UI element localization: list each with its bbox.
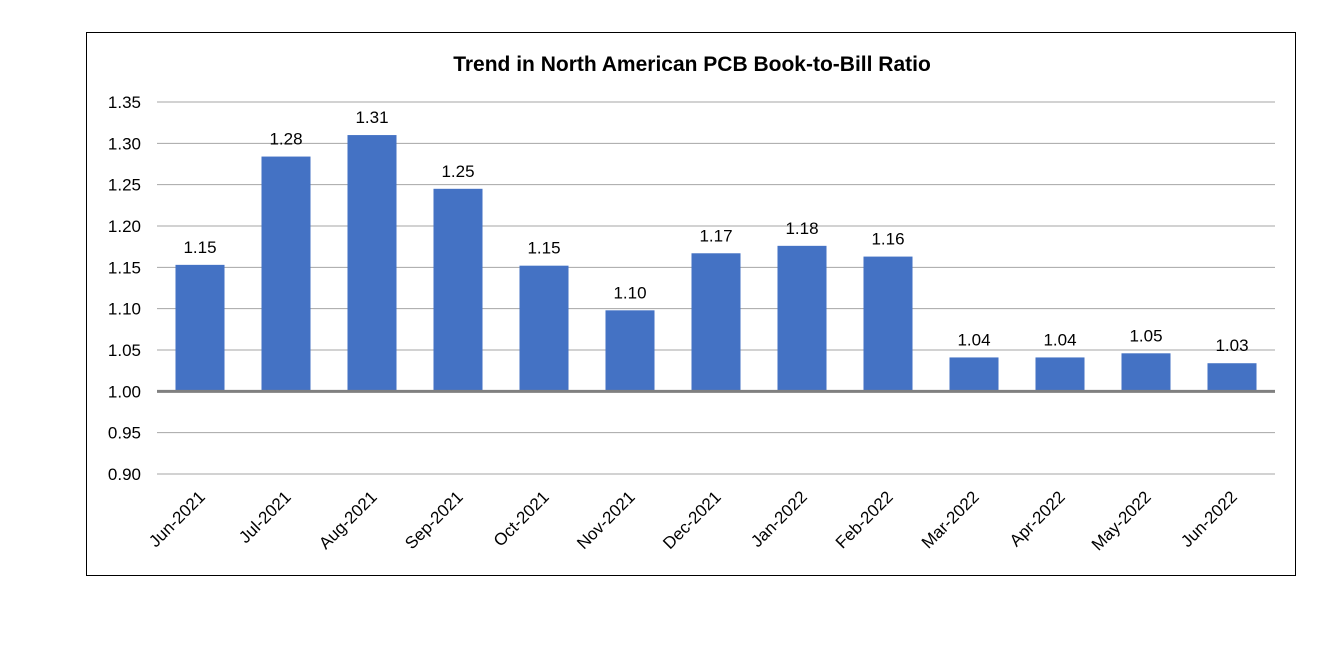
x-category-label: Sep-2021 <box>401 487 467 553</box>
data-label: 1.15 <box>183 238 216 257</box>
x-category-label: Nov-2021 <box>573 487 639 553</box>
y-tick-label: 1.35 <box>108 93 141 112</box>
x-category-label: Jan-2022 <box>747 487 811 551</box>
x-axis-categories: Jun-2021 Jul-2021 Aug-2021 Sep-2021 Oct-2021… <box>145 487 1241 554</box>
bar <box>347 135 396 391</box>
y-tick-label: 0.95 <box>108 424 141 443</box>
data-label: 1.15 <box>527 239 560 258</box>
x-category-label: May-2022 <box>1088 487 1155 554</box>
y-tick-label: 1.30 <box>108 134 141 153</box>
data-label: 1.28 <box>269 130 302 149</box>
bar-chart: Trend in North American PCB Book-to-Bill… <box>87 33 1295 575</box>
data-label: 1.31 <box>355 108 388 127</box>
bar <box>1207 363 1256 391</box>
data-label: 1.10 <box>613 283 646 302</box>
data-label: 1.05 <box>1129 326 1162 345</box>
bars <box>175 135 1256 391</box>
bar <box>1121 353 1170 391</box>
data-label: 1.17 <box>699 226 732 245</box>
y-tick-label: 0.90 <box>108 465 141 484</box>
bar <box>691 253 740 391</box>
data-label: 1.03 <box>1215 336 1248 355</box>
data-label: 1.18 <box>785 219 818 238</box>
x-category-label: Jun-2021 <box>145 487 209 551</box>
bar <box>175 265 224 391</box>
x-category-label: Mar-2022 <box>918 487 983 552</box>
x-category-label: Jun-2022 <box>1177 487 1241 551</box>
chart-frame: Trend in North American PCB Book-to-Bill… <box>86 32 1296 576</box>
bar <box>777 246 826 391</box>
bar <box>519 266 568 392</box>
bar <box>949 357 998 391</box>
y-tick-label: 1.10 <box>108 300 141 319</box>
x-category-label: Apr-2022 <box>1006 487 1069 550</box>
chart-title: Trend in North American PCB Book-to-Bill… <box>453 53 931 76</box>
x-category-label: Aug-2021 <box>315 487 381 553</box>
bar <box>863 257 912 392</box>
data-label: 1.25 <box>441 162 474 181</box>
y-tick-label: 1.20 <box>108 217 141 236</box>
y-tick-label: 1.15 <box>108 258 141 277</box>
y-tick-label: 1.25 <box>108 176 141 195</box>
data-label: 1.04 <box>1043 330 1076 349</box>
data-label: 1.04 <box>957 330 990 349</box>
bar <box>1035 357 1084 391</box>
bar <box>261 157 310 392</box>
bar <box>433 189 482 392</box>
y-tick-label: 1.05 <box>108 341 141 360</box>
x-category-label: Oct-2021 <box>490 487 553 550</box>
x-category-label: Jul-2021 <box>235 487 295 547</box>
x-category-label: Dec-2021 <box>659 487 725 553</box>
y-axis-ticks: 0.90 0.95 1.00 1.05 1.10 1.15 1.20 1.25 1.30 1.35 <box>108 93 141 484</box>
x-category-label: Feb-2022 <box>832 487 897 552</box>
bar <box>605 310 654 391</box>
y-tick-label: 1.00 <box>108 382 141 401</box>
data-label: 1.16 <box>871 230 904 249</box>
